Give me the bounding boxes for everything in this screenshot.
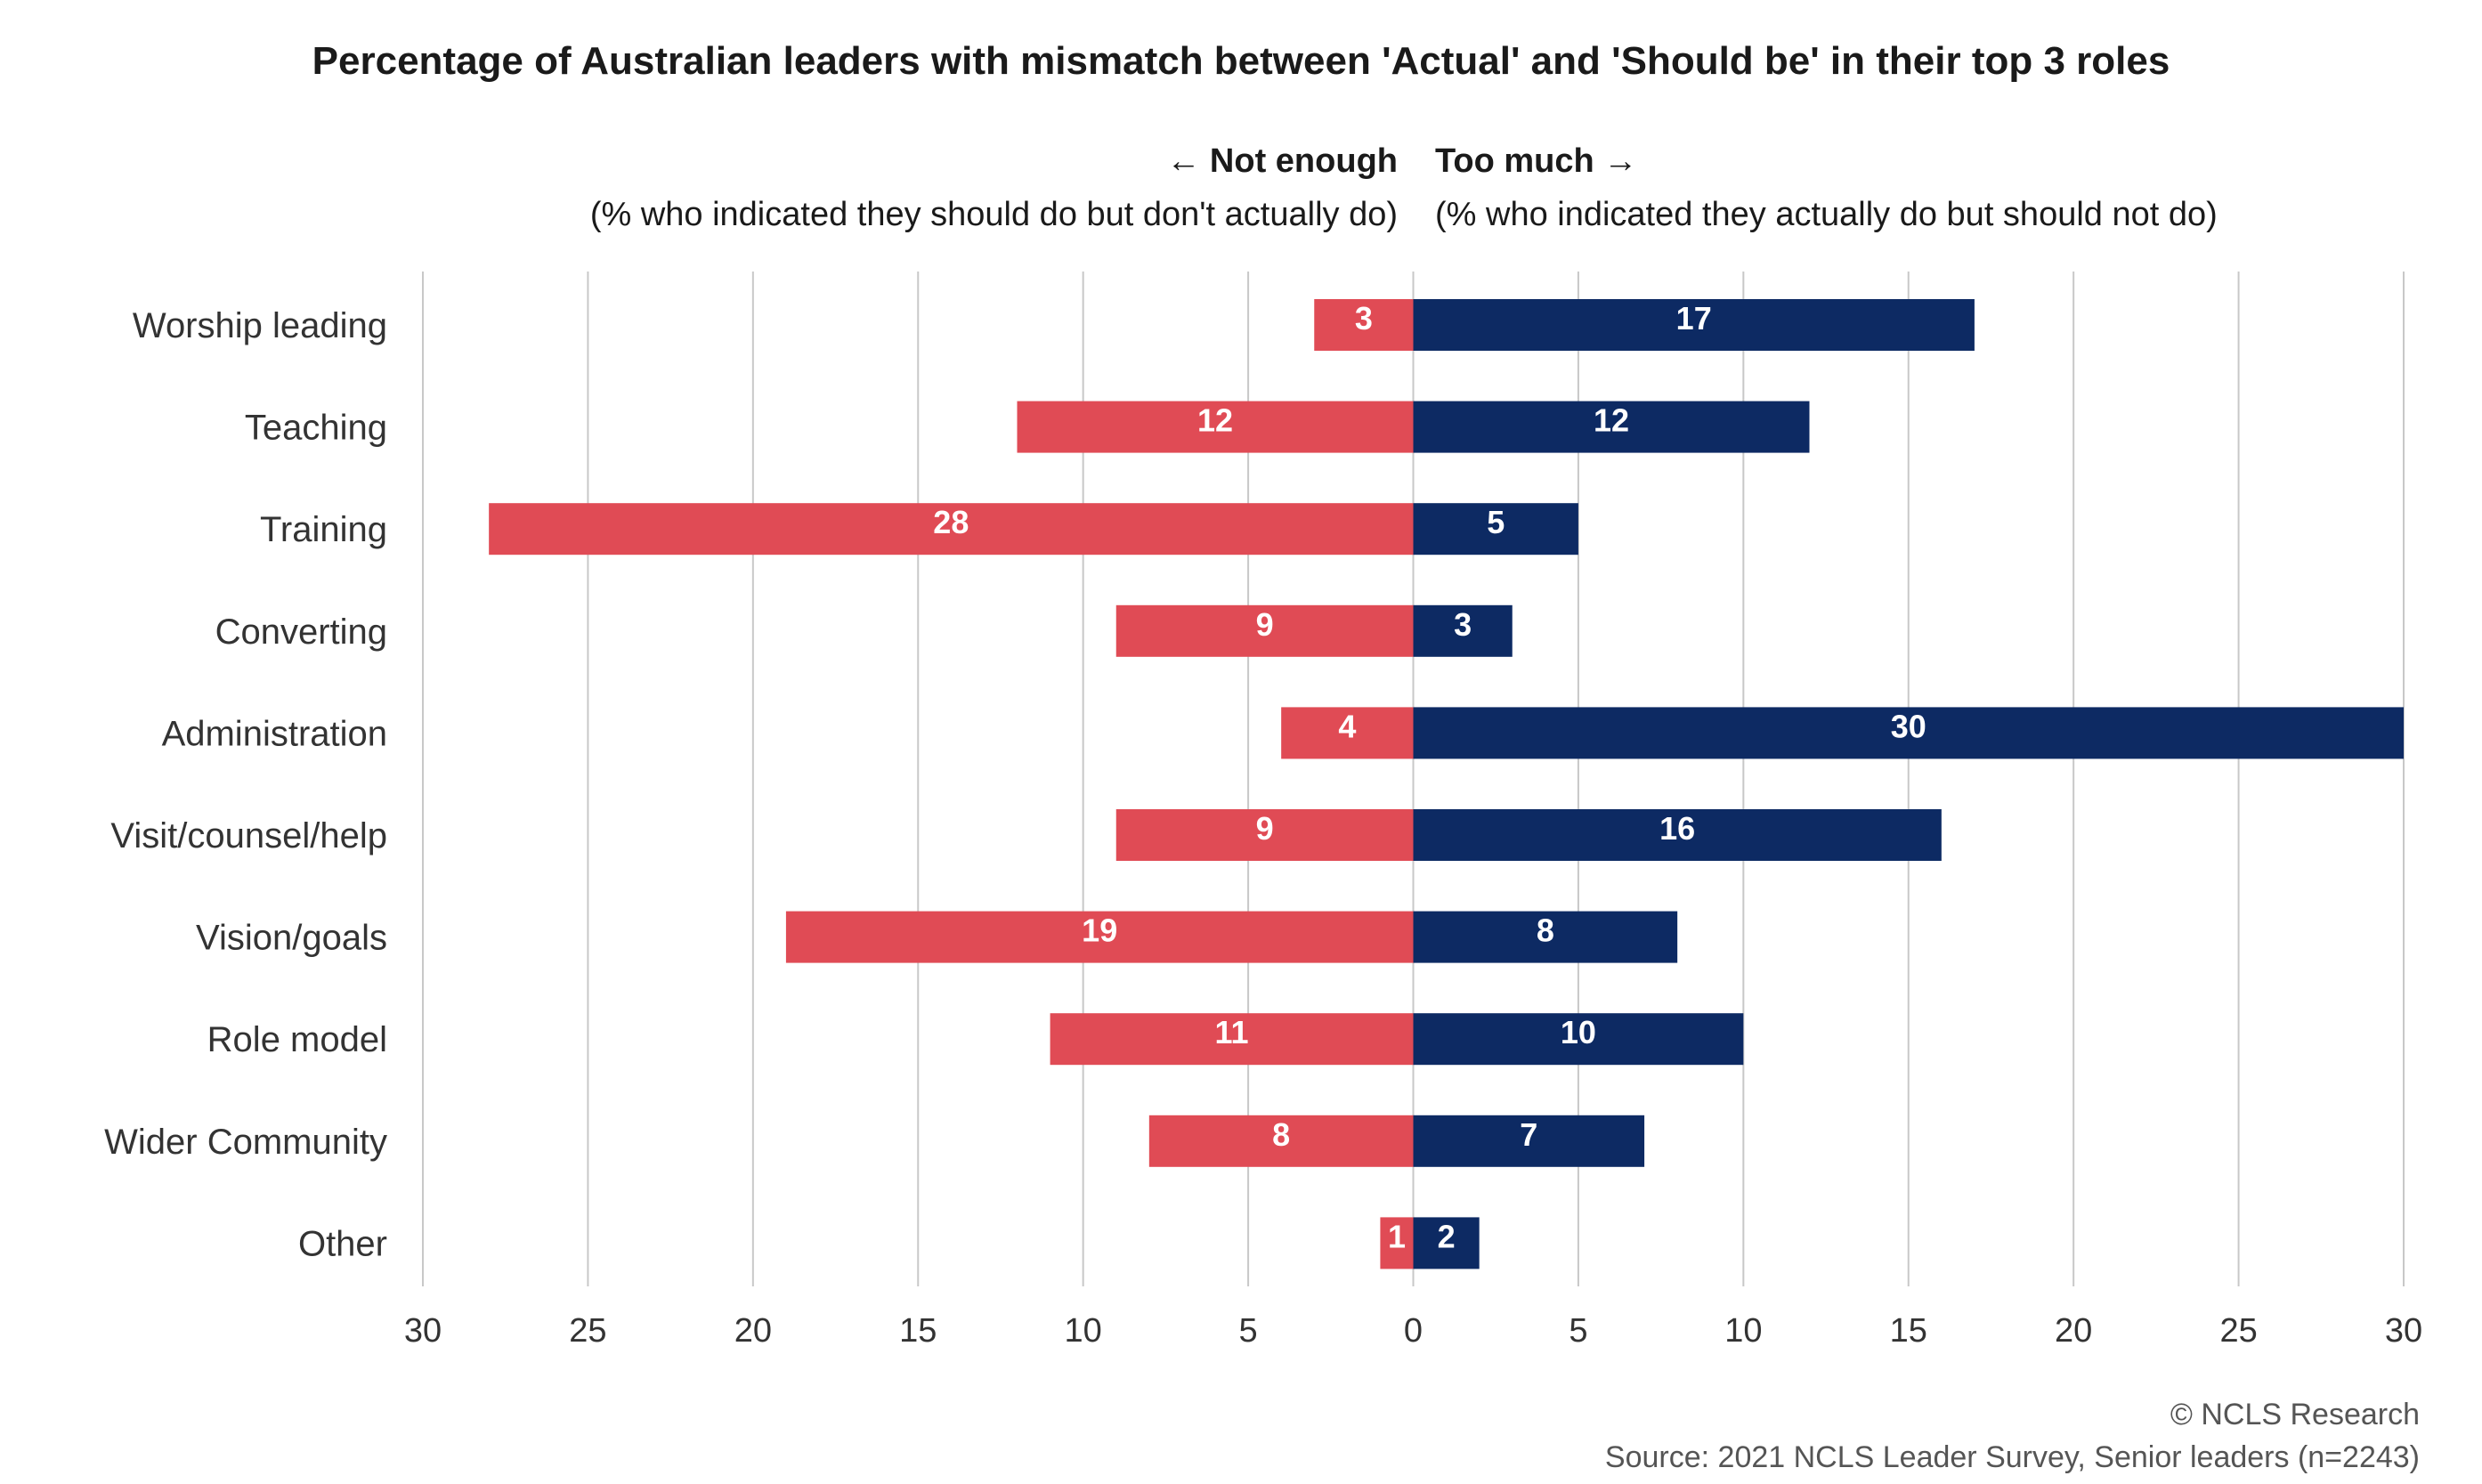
value-label-not-enough: 12 [1197, 402, 1233, 439]
category-label: Other [298, 1224, 387, 1263]
bar-not-enough [1017, 401, 1414, 453]
value-label-too-much: 10 [1561, 1014, 1596, 1050]
value-label-too-much: 12 [1594, 402, 1629, 439]
value-label-not-enough: 19 [1082, 912, 1117, 949]
too-much-label: Too much → [1435, 142, 1638, 180]
value-label-too-much: 2 [1438, 1218, 1456, 1254]
bar-too-much [1413, 604, 1513, 657]
value-label-too-much: 17 [1676, 300, 1712, 337]
bar-not-enough [1148, 1115, 1414, 1167]
x-tick-label: 15 [899, 1312, 937, 1350]
category-label: Role model [207, 1020, 387, 1059]
x-tick-label: 5 [1239, 1312, 1258, 1350]
bar-not-enough [1050, 1013, 1414, 1066]
value-label-too-much: 30 [1891, 708, 1926, 744]
x-axis-ticks: 30 25 20 15 10 5 0 5 10 15 20 25 30 [404, 1312, 2422, 1350]
category-label: Vision/goals [196, 919, 387, 958]
x-tick-label: 10 [1724, 1312, 1762, 1350]
bar-not-enough [1115, 604, 1414, 657]
value-label-too-much: 16 [1659, 810, 1695, 847]
value-label-not-enough: 3 [1355, 300, 1373, 337]
x-tick-label: 30 [2385, 1312, 2422, 1350]
bar-not-enough [1380, 1217, 1414, 1269]
value-label-too-much: 5 [1487, 504, 1505, 540]
x-tick-label: 20 [734, 1312, 772, 1350]
bar-too-much [1413, 1013, 1744, 1066]
chart-title: Percentage of Australian leaders with mi… [312, 39, 2170, 83]
bar-not-enough [1314, 299, 1414, 351]
value-label-too-much: 7 [1520, 1116, 1537, 1153]
bar-not-enough [1115, 809, 1414, 861]
category-label: Worship leading [133, 306, 387, 345]
bar-too-much [1413, 707, 2404, 759]
bar-too-much [1413, 809, 1942, 861]
x-tick-label: 5 [1569, 1312, 1587, 1350]
bar-too-much [1413, 911, 1678, 963]
category-labels: Worship leading Teaching Training Convertin… [104, 306, 387, 1263]
bar-too-much [1413, 1115, 1645, 1167]
category-label: Wider Community [104, 1123, 387, 1162]
bar-too-much [1413, 299, 1975, 351]
bar-not-enough [785, 911, 1414, 963]
x-tick-label: 15 [1890, 1312, 1927, 1350]
category-label: Teaching [245, 409, 387, 448]
value-label-not-enough: 9 [1256, 810, 1274, 847]
category-label: Administration [162, 714, 387, 753]
value-label-too-much: 3 [1454, 606, 1472, 643]
bar-not-enough [1281, 707, 1414, 759]
category-label: Visit/counsel/help [110, 816, 387, 856]
bars: 3 17 12 12 28 5 9 3 4 30 9 16 19 8 11 10 8 7 1 2 [489, 299, 2404, 1269]
bar-too-much [1413, 1217, 1480, 1269]
too-much-description: (% who indicated they actually do but sh… [1435, 196, 2218, 233]
value-label-not-enough: 1 [1388, 1218, 1406, 1254]
value-label-not-enough: 8 [1272, 1116, 1290, 1153]
x-tick-label: 25 [569, 1312, 606, 1350]
copyright-note: © NCLS Research [2170, 1398, 2420, 1431]
category-label: Converting [215, 612, 387, 652]
bar-too-much [1413, 503, 1578, 555]
x-tick-label: 10 [1065, 1312, 1102, 1350]
value-label-not-enough: 11 [1215, 1014, 1249, 1050]
x-tick-label: 30 [404, 1312, 442, 1350]
source-note: Source: 2021 NCLS Leader Survey, Senior … [1604, 1440, 2420, 1474]
bar-too-much [1413, 401, 1810, 453]
value-label-too-much: 8 [1537, 912, 1554, 949]
bar-not-enough [489, 503, 1414, 555]
value-label-not-enough: 28 [933, 504, 969, 540]
not-enough-label: ← Not enough [1166, 142, 1398, 180]
x-tick-label: 0 [1404, 1312, 1423, 1350]
not-enough-description: (% who indicated they should do but don'… [589, 196, 1398, 233]
category-label: Training [260, 510, 387, 549]
value-label-not-enough: 9 [1256, 606, 1274, 643]
x-tick-label: 20 [2055, 1312, 2092, 1350]
x-tick-label: 25 [2219, 1312, 2257, 1350]
value-label-not-enough: 4 [1338, 708, 1356, 744]
